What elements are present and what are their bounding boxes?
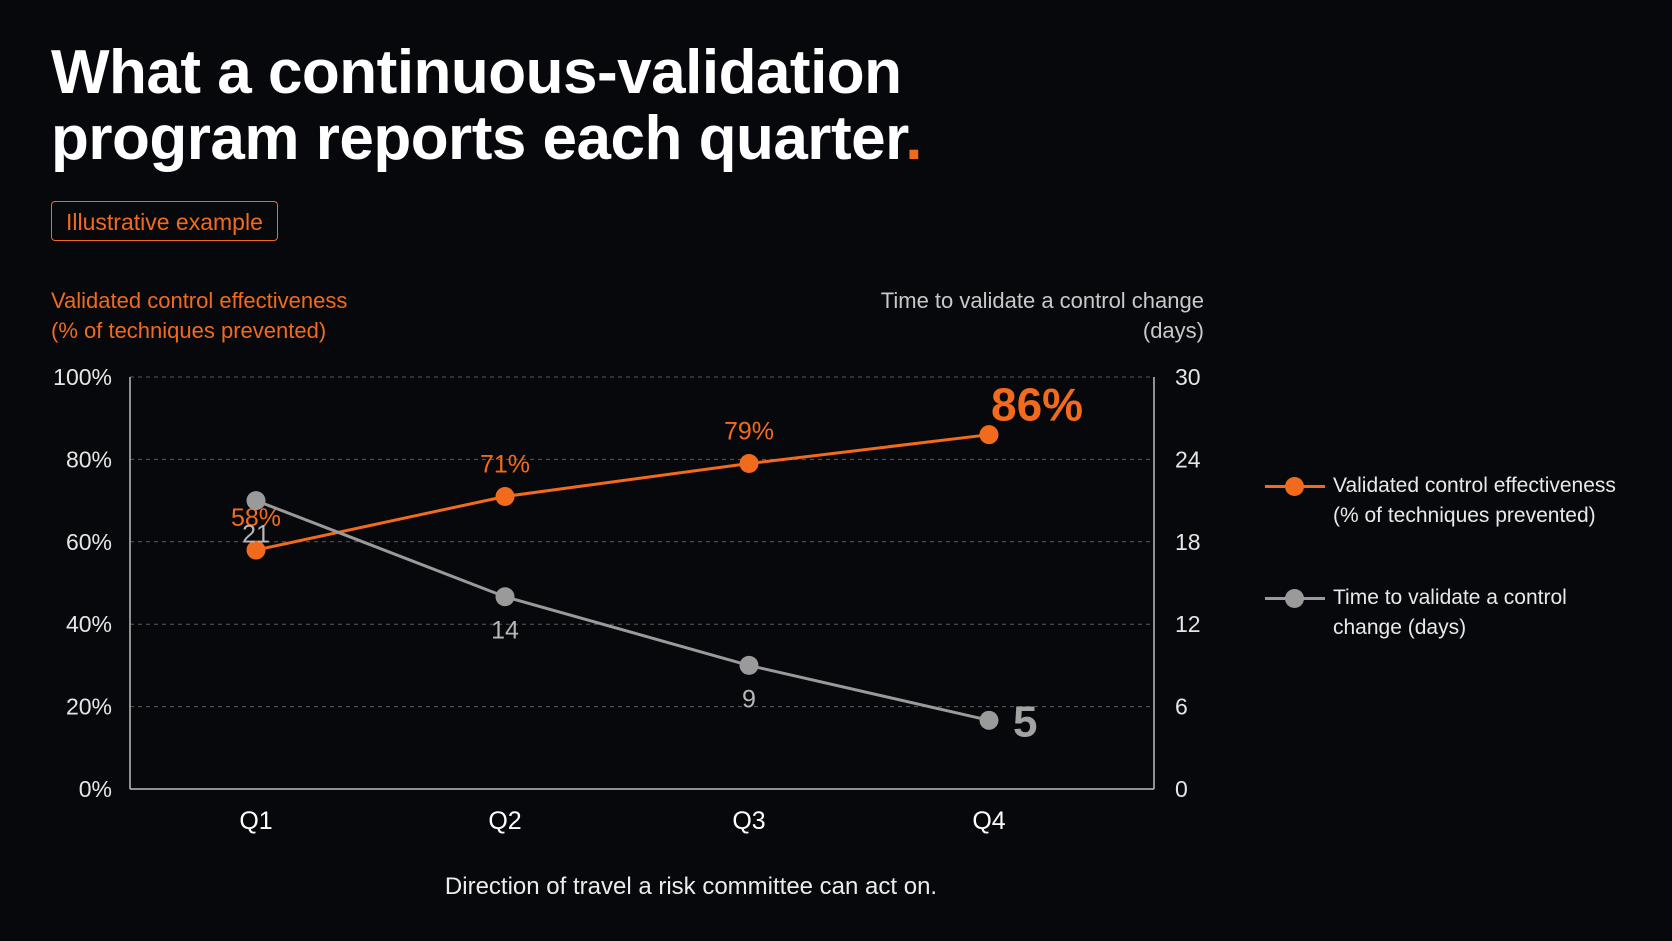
left-axis-title-line-2: (% of techniques prevented)	[51, 318, 327, 343]
left-axis-title-line-1: Validated control effectiveness	[51, 288, 348, 313]
left-axis-tick-label: 60%	[66, 529, 112, 555]
legend-swatch-time-to-validate	[1265, 583, 1325, 613]
effectiveness-data-label: 79%	[724, 418, 774, 446]
time-to-validate-point	[739, 655, 759, 675]
time-to-validate-data-label: 21	[242, 521, 270, 549]
right-axis-tick-label: 30	[1175, 364, 1201, 390]
left-axis-tick-label: 40%	[66, 611, 112, 637]
effectiveness-data-label: 86%	[991, 379, 1083, 431]
right-axis-tick-label: 6	[1175, 694, 1188, 720]
time-to-validate-data-label: 9	[742, 685, 756, 713]
legend-item-time-to-validate: Time to validate a control change (days)	[1265, 583, 1616, 643]
time-to-validate-point	[979, 710, 999, 730]
title-line-1: What a continuous-validation	[51, 38, 902, 107]
x-axis-tick-label: Q2	[488, 807, 521, 835]
right-axis-tick-label: 12	[1175, 611, 1201, 637]
title-accent-dot: .	[905, 104, 923, 173]
effectiveness-line	[255, 433, 990, 552]
illustrative-badge: Illustrative example	[51, 201, 278, 241]
time-to-validate-point	[495, 587, 515, 607]
title-line-2: program reports each quarter.	[51, 106, 1151, 172]
left-axis-tick-label: 100%	[53, 364, 112, 390]
chart-caption: Direction of travel a risk committee can…	[444, 873, 938, 900]
effectiveness-data-label: 71%	[480, 450, 530, 478]
legend-label-time-line-1: Time to validate a control	[1333, 586, 1567, 609]
right-axis-title: Time to validate a control change (days)	[881, 286, 1204, 346]
page-title: What a continuous-validation program rep…	[51, 40, 1151, 172]
time-to-validate-line	[255, 499, 990, 722]
effectiveness-point	[739, 454, 759, 474]
left-axis-title: Validated control effectiveness (% of te…	[51, 286, 347, 346]
title-line-2-text: program reports each quarter	[51, 104, 906, 173]
x-axis-tick-label: Q4	[972, 807, 1005, 835]
right-axis-title-line-1: Time to validate a control change	[880, 288, 1204, 313]
legend-label-effectiveness-line-1: Validated control effectiveness	[1333, 474, 1616, 497]
effectiveness-point	[979, 425, 999, 445]
left-axis-tick-label: 80%	[66, 446, 112, 472]
x-axis-tick-label: Q3	[732, 807, 765, 835]
right-axis-title-line-2: (days)	[1142, 318, 1204, 343]
effectiveness-point	[495, 486, 515, 506]
right-axis-tick-label: 0	[1175, 776, 1188, 802]
chart-legend: Validated control effectiveness (% of te…	[1265, 471, 1616, 643]
right-axis-tick-label: 18	[1175, 529, 1201, 555]
effectiveness-point	[246, 540, 266, 560]
left-axis-tick-label: 0%	[79, 776, 112, 802]
time-to-validate-data-label: 5	[1013, 697, 1037, 746]
x-axis-tick-label: Q1	[239, 807, 272, 835]
right-axis-tick-label: 24	[1175, 446, 1201, 472]
left-axis-tick-label: 20%	[66, 694, 112, 720]
time-to-validate-point	[246, 491, 266, 511]
time-to-validate-data-label: 14	[491, 617, 519, 645]
legend-label-effectiveness-line-2: (% of techniques prevented)	[1333, 504, 1596, 527]
legend-label-time-line-2: change (days)	[1333, 616, 1467, 639]
legend-swatch-effectiveness	[1265, 471, 1325, 501]
legend-item-effectiveness: Validated control effectiveness (% of te…	[1265, 471, 1616, 531]
